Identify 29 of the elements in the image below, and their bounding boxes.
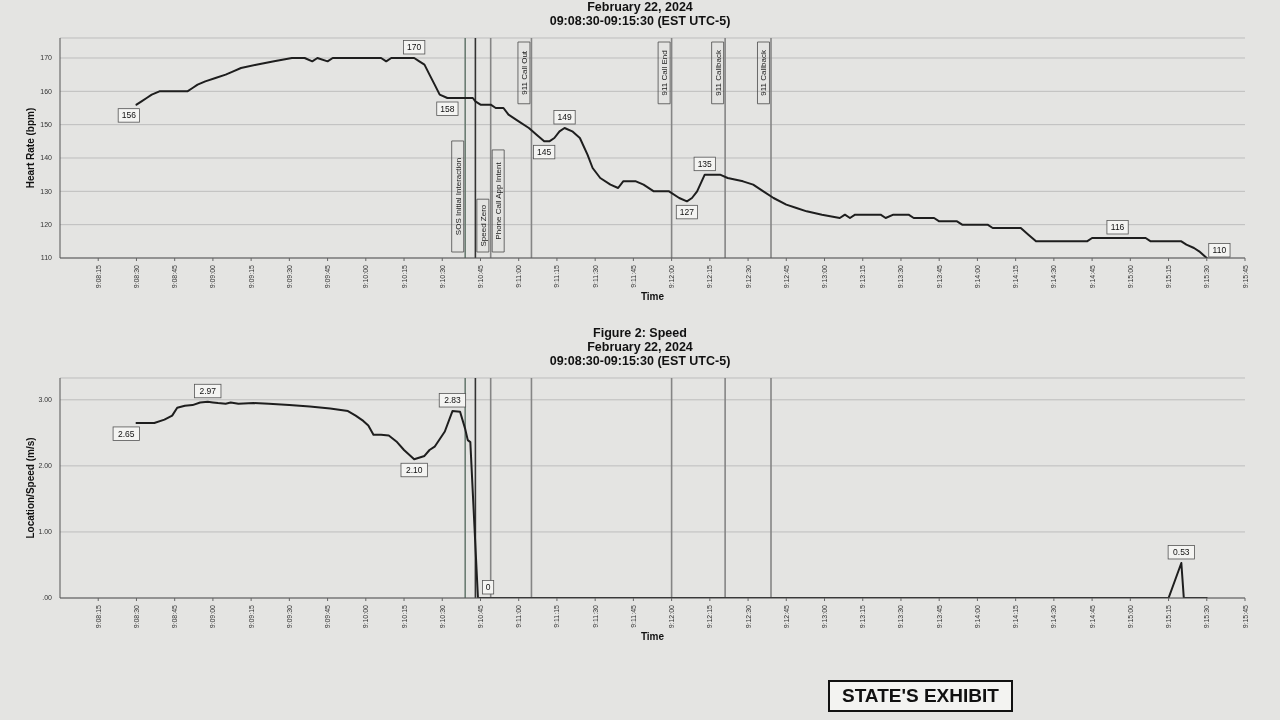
- data-label: 2.97: [199, 386, 217, 397]
- data-label: 0.53: [1173, 547, 1190, 558]
- data-label: 170: [407, 42, 422, 53]
- y-axis-title: Heart Rate (bpm): [24, 107, 36, 189]
- ref-line-label: Speed Zero: [478, 204, 488, 247]
- data-label: 116: [1110, 222, 1125, 233]
- data-label: 0: [485, 582, 491, 593]
- data-label: 2.10: [405, 464, 423, 475]
- data-label: 110: [1212, 245, 1227, 256]
- data-label: 127: [679, 207, 695, 218]
- data-label: 135: [697, 158, 713, 169]
- ref-line-label: 911 Call Out: [519, 50, 529, 95]
- ref-line-label: SOS Initial Interaction: [453, 157, 463, 236]
- data-label: 156: [121, 110, 137, 121]
- data-label: 149: [557, 112, 572, 123]
- chart-title: Figure 2: Speed February 22, 2024 09:08:30-09:15:30 (EST UTC-5): [548, 326, 732, 368]
- data-label: 2.65: [118, 428, 135, 439]
- ref-line-label: 911 Call End: [659, 50, 669, 96]
- x-axis-title: Time: [640, 631, 665, 642]
- y-axis-title: Location/Speed (m/s): [24, 437, 36, 539]
- chart-title: February 22, 2024 09:08:30-09:15:30 (EST UTC-5): [548, 0, 732, 28]
- data-label: 2.83: [444, 395, 461, 406]
- data-label: 145: [537, 147, 552, 158]
- ref-line-label: 911 Callback: [713, 49, 723, 96]
- ref-line-label: Phone Call App Intent: [494, 161, 504, 240]
- ref-line-label: 911 Callback: [759, 49, 769, 96]
- text: STATE'S EXHIBIT: [828, 680, 1013, 712]
- x-axis-title: Time: [640, 291, 665, 302]
- data-label: 158: [440, 103, 455, 114]
